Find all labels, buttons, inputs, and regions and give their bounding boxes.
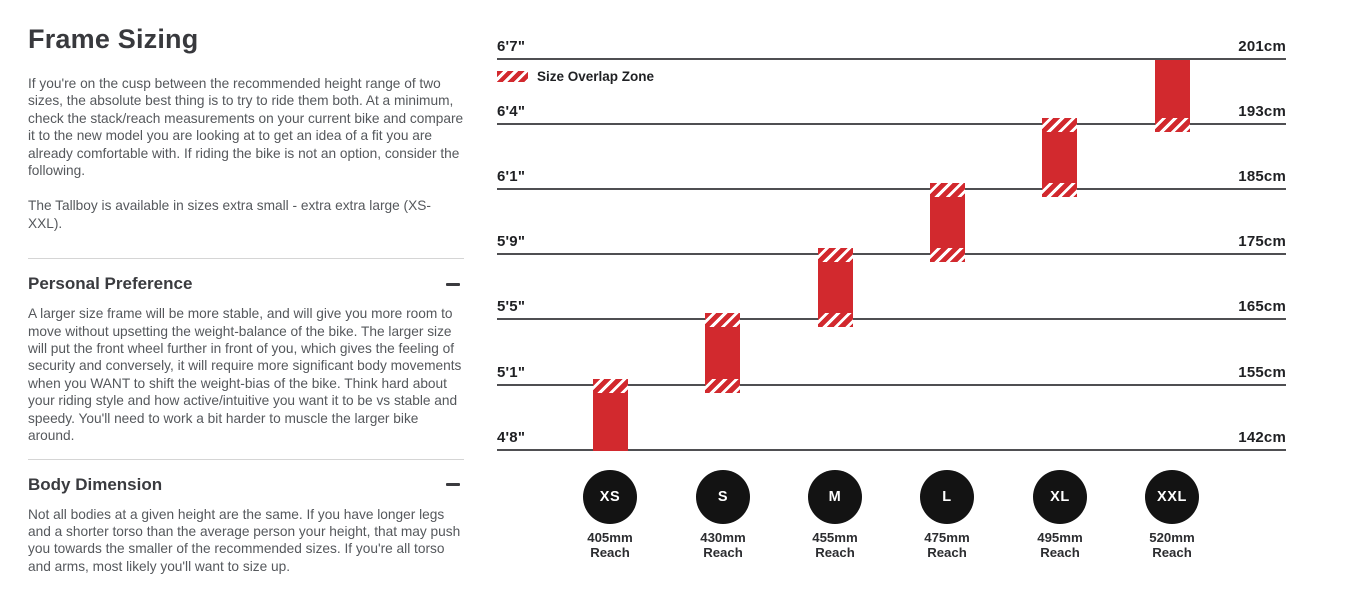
body-dimension-header[interactable]: Body Dimension: [28, 475, 464, 495]
reach-value: 405mm: [587, 530, 633, 545]
height-cm-label: 142cm: [1238, 429, 1286, 446]
size-circle-xl: XL: [1033, 470, 1087, 524]
size-circle-s: S: [696, 470, 750, 524]
gridline-6-1: 6'1" 185cm: [497, 168, 1286, 190]
reach-value: 430mm: [700, 530, 746, 545]
bar-s: [705, 313, 740, 393]
intro-paragraph-2: The Tallboy is available in sizes extra …: [28, 198, 431, 231]
size-circle-label: XS: [599, 489, 621, 505]
reach-label-xxl: 520mm Reach: [1127, 530, 1217, 561]
intro-paragraph-1: If you're on the cusp between the recomm…: [28, 76, 464, 179]
bar-solid-range: [1155, 60, 1190, 118]
reach-value: 455mm: [812, 530, 858, 545]
bar-solid-range: [930, 197, 965, 248]
bar-xl: [1042, 118, 1077, 197]
overlap-zone-top: [930, 183, 965, 197]
overlap-zone-bottom: [818, 313, 853, 327]
size-circle-label: M: [828, 489, 842, 505]
section-body-dimension: Body Dimension Not all bodies at a given…: [28, 458, 464, 576]
height-cm-label: 201cm: [1238, 38, 1286, 55]
legend-size-overlap-zone: Size Overlap Zone: [497, 69, 654, 84]
reach-caption: Reach: [590, 544, 630, 560]
size-circle-m: M: [808, 470, 862, 524]
size-circle-label: S: [717, 489, 729, 505]
bar-xxl: [1155, 60, 1190, 132]
overlap-zone-top: [705, 313, 740, 327]
gridline-5-1: 5'1" 155cm: [497, 364, 1286, 386]
bar-solid-range: [705, 327, 740, 379]
overlap-zone-bottom: [1042, 183, 1077, 197]
bar-solid-range: [1042, 132, 1077, 183]
size-circle-label: XL: [1050, 489, 1070, 505]
gridline-4-8: 4'8" 142cm: [497, 429, 1286, 451]
size-circle-label: L: [942, 489, 952, 505]
size-circle-xxl: XXL: [1145, 470, 1199, 524]
legend-label: Size Overlap Zone: [537, 69, 655, 84]
collapse-minus-icon[interactable]: [446, 483, 460, 486]
height-cm-label: 185cm: [1238, 168, 1286, 185]
reach-caption: Reach: [815, 544, 855, 560]
body-dimension-body: Not all bodies at a given height are the…: [28, 506, 461, 574]
collapse-minus-icon[interactable]: [446, 282, 460, 286]
overlap-hatch-swatch-icon: [497, 71, 528, 82]
page-title: Frame Sizing: [28, 24, 199, 54]
bar-xs: [593, 379, 628, 451]
height-cm-label: 165cm: [1238, 298, 1286, 315]
gridline-5-9: 5'9" 175cm: [497, 233, 1286, 255]
gridline-6-4: 6'4" 193cm: [497, 103, 1286, 125]
reach-value: 475mm: [924, 530, 970, 545]
height-cm-label: 193cm: [1238, 103, 1286, 120]
body-dimension-title: Body Dimension: [28, 474, 163, 494]
personal-preference-body: A larger size frame will be more stable,…: [28, 306, 462, 444]
bar-m: [818, 248, 853, 327]
reach-caption: Reach: [927, 544, 967, 560]
overlap-zone-bottom: [705, 379, 740, 393]
reach-caption: Reach: [703, 544, 743, 560]
overlap-zone-bottom: [1155, 118, 1190, 132]
height-ft-label: 6'1": [497, 168, 526, 185]
section-personal-preference: Personal Preference A larger size frame …: [28, 258, 464, 444]
reach-label-l: 475mm Reach: [902, 530, 992, 561]
height-ft-label: 5'5": [497, 298, 526, 315]
height-ft-label: 5'1": [497, 364, 526, 381]
bar-l: [930, 183, 965, 262]
bar-solid-range: [593, 393, 628, 451]
reach-caption: Reach: [1152, 544, 1192, 560]
overlap-zone-top: [593, 379, 628, 393]
height-cm-label: 155cm: [1238, 364, 1286, 381]
personal-preference-header[interactable]: Personal Preference: [28, 274, 464, 294]
height-cm-label: 175cm: [1238, 233, 1286, 250]
height-ft-label: 6'4": [497, 103, 526, 120]
reach-label-xs: 405mm Reach: [565, 530, 655, 561]
overlap-zone-top: [1042, 118, 1077, 132]
reach-value: 520mm: [1149, 530, 1195, 545]
sizing-text-column: Frame Sizing If you're on the cusp betwe…: [28, 24, 464, 589]
gridline-5-5: 5'5" 165cm: [497, 298, 1286, 320]
height-ft-label: 6'7": [497, 38, 526, 55]
reach-value: 495mm: [1037, 530, 1083, 545]
bar-solid-range: [818, 262, 853, 313]
reach-caption: Reach: [1040, 544, 1080, 560]
height-ft-label: 4'8": [497, 429, 526, 446]
overlap-zone-top: [818, 248, 853, 262]
overlap-zone-bottom: [930, 248, 965, 262]
height-ft-label: 5'9": [497, 233, 526, 250]
reach-label-m: 455mm Reach: [790, 530, 880, 561]
reach-label-s: 430mm Reach: [678, 530, 768, 561]
size-circle-xs: XS: [583, 470, 637, 524]
size-circle-label: XXL: [1157, 489, 1187, 505]
personal-preference-title: Personal Preference: [28, 274, 193, 294]
size-circle-l: L: [920, 470, 974, 524]
gridline-6-7: 6'7" 201cm: [497, 38, 1286, 60]
reach-label-xl: 495mm Reach: [1015, 530, 1105, 561]
